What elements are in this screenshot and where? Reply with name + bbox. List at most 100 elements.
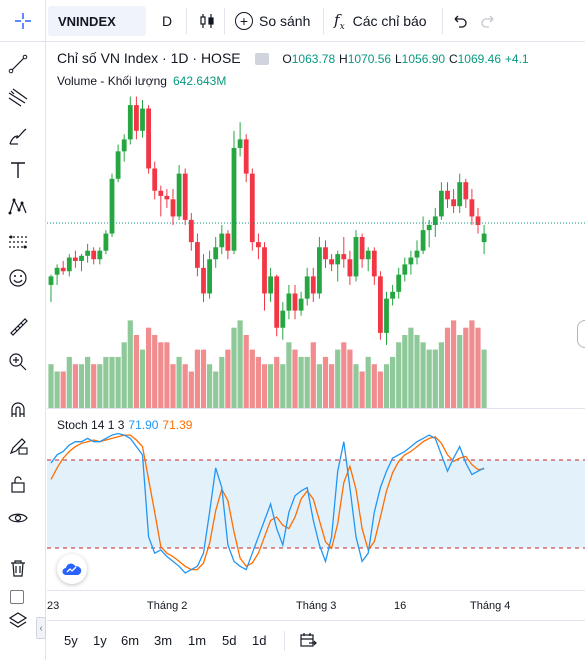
layers-tool[interactable] — [6, 608, 30, 632]
range-6m[interactable]: 6m — [121, 633, 140, 648]
trash-icon — [11, 560, 25, 577]
candle-body — [109, 178, 115, 234]
candle-body — [249, 173, 255, 243]
range-5d[interactable]: 5d — [222, 633, 237, 648]
go-to-date-button[interactable] — [299, 631, 317, 652]
volume-bar — [200, 349, 207, 408]
crosshair-tool[interactable] — [0, 0, 46, 42]
candle-body — [103, 233, 109, 251]
candle-body — [469, 199, 475, 217]
volume-bar — [127, 320, 133, 408]
candle-body — [414, 250, 420, 258]
legend-toggle-icon[interactable] — [254, 53, 269, 66]
candle-body — [66, 257, 72, 272]
brush-icon — [9, 128, 27, 145]
volume-bar — [66, 356, 72, 408]
volume-bar — [353, 364, 359, 408]
candle-body — [152, 168, 158, 191]
legend-h-label: H — [339, 52, 348, 66]
interval-button[interactable]: D — [162, 13, 173, 29]
volume-bar — [377, 371, 383, 408]
candle-body — [481, 233, 487, 243]
cloud-chart-icon — [62, 563, 82, 575]
volume-bar — [97, 364, 103, 408]
volume-bar — [329, 364, 335, 408]
collapse-toolbar-handle[interactable]: ‹ — [36, 617, 46, 639]
pane-separator[interactable] — [47, 408, 585, 409]
candle-body — [280, 310, 286, 328]
volume-bar — [274, 356, 280, 408]
pencil-lock-icon — [9, 438, 28, 455]
brush-tool[interactable] — [6, 124, 30, 148]
volume-bar — [390, 356, 396, 408]
symbol-search[interactable]: VNINDEX — [48, 6, 146, 36]
range-5y[interactable]: 5y — [64, 633, 78, 648]
range-1y[interactable]: 1y — [93, 633, 107, 648]
plus-circle-icon: + — [235, 12, 253, 30]
legend-title: Chỉ số VN Index · 1D · HOSE — [57, 50, 241, 66]
compare-button[interactable]: + So sánh — [235, 6, 310, 36]
range-1d[interactable]: 1d — [252, 633, 267, 648]
lock-drawings-tool[interactable] — [6, 434, 30, 458]
volume-bar — [469, 320, 475, 408]
chart-type-button[interactable] — [198, 6, 216, 36]
chart-area[interactable]: Chỉ số VN Index · 1D · HOSE O1063.78 H10… — [47, 42, 585, 620]
volume-value: 642.643M — [172, 74, 227, 88]
zoom-tool[interactable] — [6, 350, 30, 374]
text-tool[interactable] — [6, 158, 30, 182]
range-3m[interactable]: 3m — [154, 633, 173, 648]
volume-bar — [292, 349, 298, 408]
volume-bar — [139, 349, 146, 408]
legend-open: 1063.78 — [291, 52, 336, 66]
zoom-in-icon — [9, 353, 27, 371]
volume-bar — [237, 320, 243, 408]
delete-tool[interactable] — [6, 556, 30, 580]
candle-body — [48, 276, 54, 285]
volume-series — [48, 320, 487, 408]
text-icon — [11, 162, 25, 178]
visibility-tool[interactable] — [6, 506, 30, 530]
candle-body — [439, 190, 444, 217]
range-divider — [284, 631, 285, 651]
volume-bar — [60, 371, 66, 408]
candle-body — [170, 199, 176, 217]
pattern-tool[interactable] — [6, 194, 30, 218]
eye-icon — [8, 513, 28, 523]
candle-body — [396, 274, 402, 292]
candle-body — [445, 190, 450, 200]
trend-line-tool[interactable] — [6, 52, 30, 76]
volume-bar — [481, 349, 487, 408]
prediction-tool[interactable] — [6, 230, 30, 254]
time-axis-label: Tháng 3 — [296, 600, 337, 612]
magnet-icon — [11, 402, 25, 417]
candle-body — [243, 139, 249, 174]
fib-tool[interactable] — [6, 86, 30, 110]
candle-body — [420, 230, 426, 251]
volume-bar — [207, 364, 213, 408]
volume-bar — [219, 356, 225, 408]
magnet-tool[interactable] — [6, 398, 30, 422]
candle-body — [127, 105, 133, 140]
toggle-checkbox[interactable] — [10, 590, 24, 604]
undo-button[interactable] — [452, 6, 468, 36]
time-axis[interactable]: 23 Tháng 2 Tháng 3 16 Tháng 4 — [47, 590, 585, 620]
volume-bar — [48, 364, 54, 408]
tradingview-logo-button[interactable] — [57, 554, 87, 584]
time-axis-label: 16 — [394, 600, 407, 612]
measure-tool[interactable] — [6, 314, 30, 338]
drawing-toolbar: ‹ — [0, 42, 46, 660]
indicators-button[interactable]: fx Các chỉ báo — [334, 6, 427, 36]
volume-bar — [365, 356, 371, 408]
candle-body — [158, 190, 164, 196]
redo-button[interactable] — [480, 6, 496, 36]
right-scroll-handle[interactable] — [577, 320, 585, 348]
candle-body — [298, 298, 304, 311]
volume-bar — [188, 371, 194, 408]
volume-bar — [182, 364, 188, 408]
lock-tool[interactable] — [6, 472, 30, 496]
range-1m[interactable]: 1m — [188, 633, 207, 648]
volume-bar — [371, 364, 377, 408]
emoji-tool[interactable] — [6, 266, 30, 290]
candle-body — [91, 250, 97, 260]
volume-bar — [194, 349, 200, 408]
